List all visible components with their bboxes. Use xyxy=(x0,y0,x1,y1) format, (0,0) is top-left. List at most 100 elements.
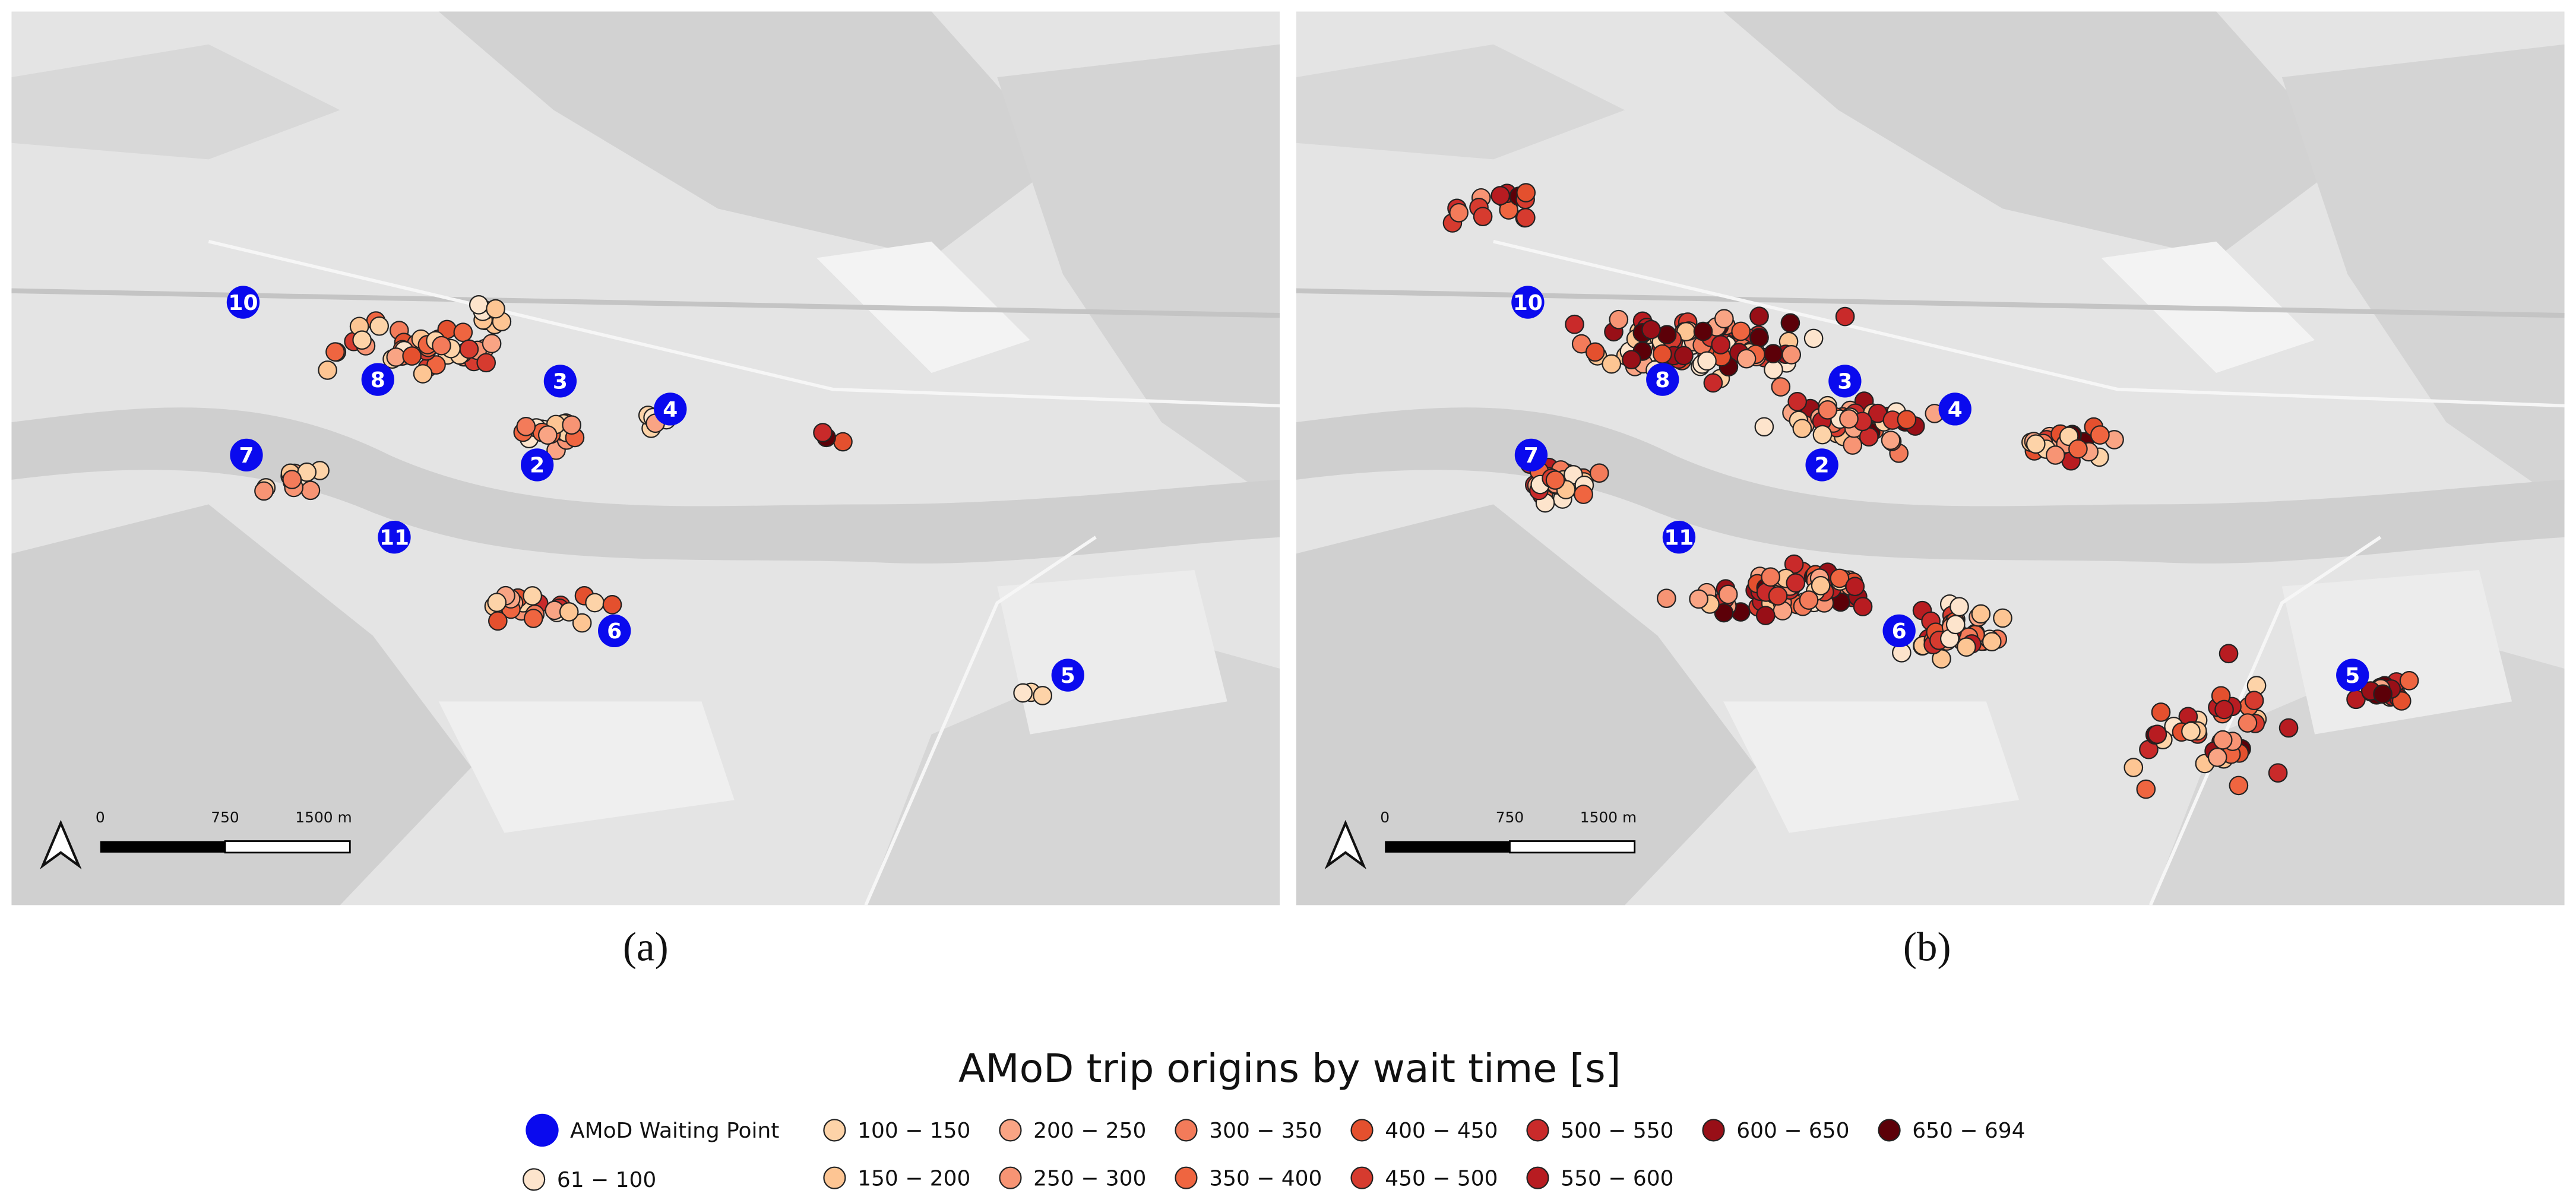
panel-label: (b) xyxy=(1903,924,1951,970)
trip-origin xyxy=(1697,351,1717,371)
trip-origin xyxy=(1703,373,1723,393)
trip-origin xyxy=(1818,400,1838,420)
trip-origin xyxy=(1812,425,1833,445)
waiting-point xyxy=(1662,521,1696,554)
trip-origin xyxy=(432,335,451,356)
scale-label: 750 xyxy=(211,809,239,826)
waiting-point xyxy=(378,521,411,554)
legend-marker xyxy=(1175,1119,1198,1142)
waiting-point xyxy=(1828,365,1862,398)
panel-a: 10 8 3 4 2 7 11 6 5 0 750 1500 m xyxy=(11,11,1280,905)
scale-label: 1500 m xyxy=(295,809,352,826)
trip-origin xyxy=(1839,409,1859,429)
trip-origin xyxy=(2026,434,2046,454)
legend-label: 500 − 550 xyxy=(1561,1119,1673,1143)
legend-label: 61 − 100 xyxy=(557,1168,656,1192)
trip-origin xyxy=(1803,328,1824,349)
trip-origin xyxy=(1602,354,1622,374)
trip-origin xyxy=(2147,724,2167,745)
trip-origin xyxy=(488,611,508,631)
north-arrow xyxy=(1324,819,1367,870)
panel-b: 10 8 3 4 2 7 11 6 5 0 750 1500 m xyxy=(1296,11,2565,905)
trip-origin xyxy=(453,322,473,343)
legend-marker xyxy=(523,1168,546,1191)
trip-origin xyxy=(459,339,479,359)
trip-origin xyxy=(2399,670,2419,691)
trip-origin xyxy=(1781,345,1802,365)
trip-origin xyxy=(1714,603,1734,623)
waiting-point-label: 11 xyxy=(379,525,409,550)
trip-origin xyxy=(2045,445,2065,465)
trip-origin xyxy=(482,334,502,353)
trip-origin xyxy=(2214,699,2234,720)
trip-origin xyxy=(426,355,446,375)
trip-origin xyxy=(1641,319,1661,340)
trip-origin xyxy=(1761,567,1781,587)
trip-origin xyxy=(1993,608,2012,628)
waiting-point xyxy=(1882,614,1916,648)
legend-marker xyxy=(1350,1166,1374,1189)
trip-origin xyxy=(486,299,505,319)
waiting-point-label: 10 xyxy=(1513,291,1543,315)
trip-origin xyxy=(2373,684,2393,704)
trip-origin xyxy=(1945,615,1966,635)
waiting-point-label: 6 xyxy=(607,619,622,644)
trip-origin xyxy=(1574,485,1593,504)
trip-origin xyxy=(1657,588,1676,609)
trip-origin xyxy=(1674,346,1694,366)
trip-origin xyxy=(1516,208,1536,227)
waiting-point-label: 4 xyxy=(1948,398,1963,422)
trip-origin xyxy=(523,586,542,606)
trip-origin xyxy=(1714,309,1734,329)
waiting-point xyxy=(654,392,687,426)
trip-origin xyxy=(1516,183,1536,202)
waiting-point xyxy=(1646,363,1679,396)
trip-origin xyxy=(1957,637,1976,657)
trip-origin xyxy=(1449,202,1469,223)
waiting-point-label: 8 xyxy=(371,368,385,392)
trip-origin xyxy=(1787,392,1808,411)
trip-origin xyxy=(1545,470,1565,490)
trip-origin xyxy=(1771,377,1791,397)
trip-origin xyxy=(2268,763,2288,783)
scale-label: 1500 m xyxy=(1580,809,1637,826)
panel-label: (a) xyxy=(623,924,669,970)
trip-origin xyxy=(523,609,543,628)
trip-origin xyxy=(325,342,345,362)
legend-marker xyxy=(823,1166,846,1189)
scale-bar-light xyxy=(1509,840,1636,854)
waiting-point-label: 5 xyxy=(2345,664,2360,688)
legend-marker xyxy=(999,1119,1022,1142)
legend-marker xyxy=(999,1166,1022,1189)
trip-origin xyxy=(1622,350,1641,369)
trip-origin xyxy=(2151,702,2171,722)
trip-origin xyxy=(1585,342,1605,362)
legend-marker xyxy=(1702,1119,1725,1142)
trip-origin xyxy=(352,330,372,350)
trip-origin xyxy=(1881,430,1901,450)
legend-label: 600 − 650 xyxy=(1736,1119,1849,1143)
waiting-point-label: 4 xyxy=(663,398,678,422)
trip-origin xyxy=(386,347,406,367)
trip-origin xyxy=(1693,321,1713,341)
scale-bar-light xyxy=(224,840,351,854)
legend-label: 650 − 694 xyxy=(1912,1119,2025,1143)
trip-origin xyxy=(1033,686,1053,705)
waiting-point-label: 11 xyxy=(1664,525,1694,550)
trip-origin xyxy=(1718,584,1738,604)
trip-origin xyxy=(254,481,274,501)
legend-label: 200 − 250 xyxy=(1033,1119,1146,1143)
waiting-point xyxy=(2336,659,2369,692)
trip-origin xyxy=(2229,775,2249,796)
trip-origin xyxy=(1897,410,1917,429)
trip-origin xyxy=(1982,632,2002,652)
north-arrow xyxy=(40,819,82,870)
waiting-point-label: 6 xyxy=(1892,619,1907,644)
trip-origin xyxy=(1731,321,1751,341)
trip-origin xyxy=(1490,186,1511,205)
trip-origin xyxy=(1763,344,1783,363)
trip-origin xyxy=(1792,419,1812,438)
waiting-point xyxy=(1938,392,1971,426)
trip-origin xyxy=(2213,730,2233,750)
waiting-point-label: 3 xyxy=(553,370,568,394)
